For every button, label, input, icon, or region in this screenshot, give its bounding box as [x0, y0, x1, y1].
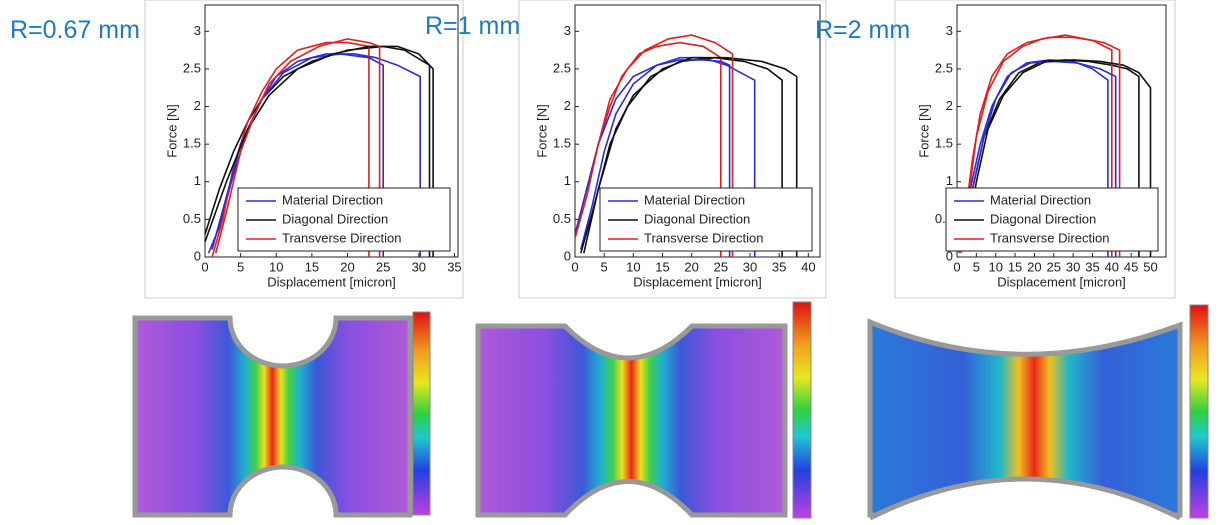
legend-label: Transverse Direction — [282, 230, 401, 245]
data-line — [204, 45, 434, 257]
x-tick-label: 20 — [340, 259, 354, 274]
x-tick-label: 15 — [655, 259, 669, 274]
x-tick-label: 15 — [305, 259, 319, 274]
legend-label: Material Direction — [282, 192, 383, 207]
y-tick-label: 3 — [946, 23, 953, 38]
x-axis-label: Displacement [micron] — [267, 274, 396, 289]
legend-label: Diagonal Direction — [990, 211, 1096, 226]
legend: Material Direction Diagonal Direction Tran… — [945, 187, 1159, 252]
y-tick-label: 2 — [194, 98, 201, 113]
y-tick-label: 2.5 — [553, 60, 571, 75]
legend: Material Direction Diagonal Direction Tran… — [599, 187, 813, 252]
x-tick-label: 40 — [801, 259, 815, 274]
legend-label: Material Direction — [990, 192, 1091, 207]
x-tick-label: 30 — [1066, 259, 1080, 274]
data-line — [963, 59, 1152, 257]
chart-title: R=1 mm — [425, 12, 520, 40]
strain-maps — [132, 301, 1209, 521]
chart-title: R=0.67 mm — [10, 16, 140, 44]
x-tick-label: 50 — [1143, 259, 1157, 274]
x-tick-label: 30 — [412, 259, 426, 274]
legend-label: Material Direction — [644, 192, 745, 207]
x-tick-label: 20 — [1027, 259, 1041, 274]
x-tick-label: 35 — [772, 259, 786, 274]
y-tick-label: 1.5 — [553, 136, 571, 151]
x-tick-label: 30 — [743, 259, 757, 274]
x-tick-label: 35 — [447, 259, 461, 274]
x-tick-label: 25 — [714, 259, 728, 274]
y-tick-label: 3 — [194, 23, 201, 38]
x-axis-label: Displacement [micron] — [997, 274, 1126, 289]
colorbar — [792, 301, 812, 519]
data-line — [963, 60, 1117, 257]
y-tick-label: 0 — [946, 248, 953, 263]
x-tick-label: 25 — [376, 259, 390, 274]
legend-label: Transverse Direction — [644, 230, 763, 245]
y-tick-label: 1.5 — [183, 136, 201, 151]
y-tick-label: 0.5 — [183, 211, 201, 226]
legend-label: Diagonal Direction — [282, 211, 388, 226]
x-axis-label: Displacement [micron] — [633, 274, 762, 289]
data-line — [960, 34, 1121, 257]
x-tick-label: 10 — [269, 259, 283, 274]
y-tick-label: 2 — [564, 98, 571, 113]
chart-title: R=2 mm — [815, 16, 910, 44]
y-axis-label: Force [N] — [916, 104, 931, 157]
x-tick-label: 5 — [601, 259, 608, 274]
colorbar — [1189, 304, 1209, 519]
data-line — [958, 36, 1113, 257]
x-tick-label: 20 — [684, 259, 698, 274]
x-tick-label: 5 — [973, 259, 980, 274]
strain-map — [132, 315, 413, 518]
x-tick-label: 10 — [988, 259, 1002, 274]
x-tick-label: 40 — [1105, 259, 1119, 274]
legend-label: Diagonal Direction — [644, 211, 750, 226]
y-tick-label: 0.5 — [553, 211, 571, 226]
data-line — [583, 56, 798, 257]
strain-map — [475, 323, 788, 518]
x-tick-label: 45 — [1124, 259, 1138, 274]
x-tick-label: 10 — [626, 259, 640, 274]
y-tick-label: 2.5 — [183, 60, 201, 75]
y-tick-label: 0 — [564, 248, 571, 263]
y-tick-label: 1.5 — [935, 136, 953, 151]
data-line — [211, 53, 384, 257]
data-line — [207, 53, 421, 257]
colorbar — [412, 311, 431, 516]
y-tick-label: 0 — [194, 248, 201, 263]
y-tick-label: 3 — [564, 23, 571, 38]
data-line — [960, 59, 1109, 257]
strain-map-edge — [868, 476, 1182, 521]
y-tick-label: 1 — [194, 173, 201, 188]
x-tick-label: 0 — [571, 259, 578, 274]
y-tick-label: 1 — [946, 173, 953, 188]
x-tick-label: 35 — [1085, 259, 1099, 274]
x-tick-label: 5 — [237, 259, 244, 274]
x-tick-label: 15 — [1008, 259, 1022, 274]
data-line — [574, 34, 734, 257]
y-tick-label: 2.5 — [935, 60, 953, 75]
x-tick-label: 0 — [953, 259, 960, 274]
y-tick-label: 2 — [946, 98, 953, 113]
data-line — [214, 38, 381, 257]
legend-label: Transverse Direction — [990, 230, 1109, 245]
x-tick-label: 0 — [201, 259, 208, 274]
y-tick-label: 1 — [564, 173, 571, 188]
strain-map — [867, 318, 1183, 518]
y-axis-label: Force [N] — [534, 104, 549, 157]
y-axis-label: Force [N] — [164, 104, 179, 157]
x-tick-label: 25 — [1047, 259, 1061, 274]
legend: Material Direction Diagonal Direction Tran… — [237, 187, 451, 252]
